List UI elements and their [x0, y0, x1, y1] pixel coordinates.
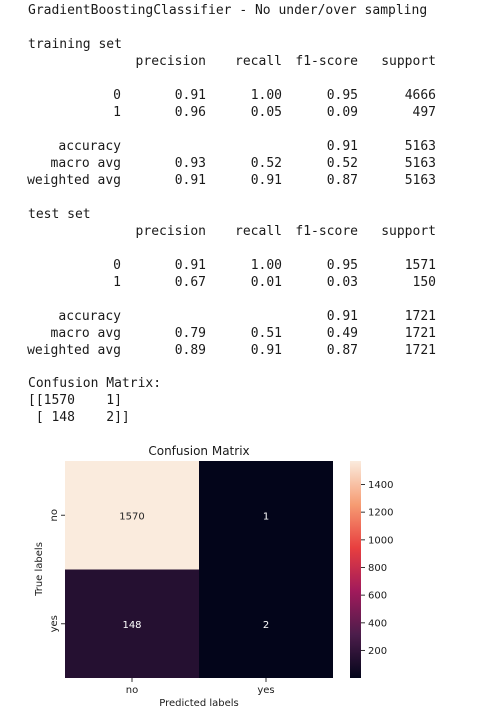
test-cell-f1: 0.95: [326, 258, 358, 273]
x-tick-label: no: [126, 685, 138, 696]
test-header-f1: f1-score: [295, 224, 358, 239]
test-cell-f1: 0.03: [326, 275, 358, 290]
test-cell-precision: 0.67: [174, 275, 206, 290]
colorbar: [350, 461, 361, 678]
training-cell-f1: 0.95: [326, 88, 358, 103]
training-row-label: 1: [113, 105, 121, 120]
training-header-f1: f1-score: [295, 54, 358, 69]
training-summary-f1: 0.91: [326, 139, 358, 154]
training-summary-label: weighted avg: [27, 173, 121, 188]
y-axis-label: True labels: [34, 542, 45, 597]
heatmap-cell-value: 1570: [119, 511, 144, 522]
colorbar-tick-label: 1200: [368, 508, 393, 519]
training-summary-label: macro avg: [50, 156, 121, 171]
training-cell-recall: 1.00: [250, 88, 282, 103]
training-summary-support: 5163: [404, 156, 436, 171]
test-header-recall: recall: [235, 224, 282, 239]
confusion-matrix-label: Confusion Matrix:: [28, 376, 162, 391]
test-summary-f1: 0.91: [326, 309, 358, 324]
colorbar-tick-label: 800: [368, 563, 387, 574]
test-summary-label: macro avg: [50, 326, 121, 341]
heatmap-cell: [65, 461, 199, 570]
test-summary-support: 1721: [404, 326, 436, 341]
training-summary-f1: 0.52: [326, 156, 358, 171]
colorbar-tick-label: 600: [368, 591, 387, 602]
test-cell-recall: 0.01: [250, 275, 282, 290]
training-cell-precision: 0.91: [174, 88, 206, 103]
test-summary-label: accuracy: [58, 309, 121, 324]
training-summary-support: 5163: [404, 173, 436, 188]
test-summary-f1: 0.49: [326, 326, 358, 341]
colorbar-tick-label: 400: [368, 618, 387, 629]
test-summary-support: 1721: [404, 309, 436, 324]
heatmap-cell-value: 1: [263, 511, 269, 522]
chart-title: Confusion Matrix: [148, 444, 249, 458]
test-cell-support: 1571: [404, 258, 436, 273]
y-tick-label: yes: [49, 615, 60, 632]
heatmap-cell-value: 2: [263, 620, 269, 631]
x-axis-label: Predicted labels: [159, 698, 239, 709]
heatmap-cell: [199, 569, 333, 678]
test-summary-recall: 0.51: [250, 326, 282, 341]
training-summary-recall: 0.52: [250, 156, 282, 171]
heatmap-cell: [65, 569, 199, 678]
training-summary-precision: 0.91: [174, 173, 206, 188]
test-set-label: test set: [28, 207, 91, 222]
heatmap-cell-value: 148: [122, 620, 141, 631]
test-summary-precision: 0.79: [174, 326, 206, 341]
training-summary-recall: 0.91: [250, 173, 282, 188]
training-summary-support: 5163: [404, 139, 436, 154]
training-header-recall: recall: [235, 54, 282, 69]
output-title: GradientBoostingClassifier - No under/ov…: [28, 3, 428, 18]
training-cell-precision: 0.96: [174, 105, 206, 120]
y-tick-label: no: [49, 509, 60, 521]
confusion-matrix-line-2: [ 148 2]]: [28, 410, 130, 425]
colorbar-tick-label: 1000: [368, 535, 393, 546]
test-summary-label: weighted avg: [27, 343, 121, 358]
training-cell-f1: 0.09: [326, 105, 358, 120]
training-cell-support: 497: [412, 105, 436, 120]
training-row-label: 0: [113, 88, 121, 103]
test-summary-precision: 0.89: [174, 343, 206, 358]
confusion-matrix-heatmap: Confusion Matrix 1570 1 148 2 no yes no yes P…: [34, 444, 393, 709]
training-summary-f1: 0.87: [326, 173, 358, 188]
test-cell-recall: 1.00: [250, 258, 282, 273]
test-summary-support: 1721: [404, 343, 436, 358]
training-cell-recall: 0.05: [250, 105, 282, 120]
test-cell-support: 150: [412, 275, 436, 290]
test-cell-precision: 0.91: [174, 258, 206, 273]
colorbar-tick-label: 200: [368, 646, 387, 657]
training-header-precision: precision: [135, 54, 206, 69]
test-summary-f1: 0.87: [326, 343, 358, 358]
heatmap-cell: [199, 461, 333, 570]
training-summary-precision: 0.93: [174, 156, 206, 171]
training-set-label: training set: [28, 37, 122, 52]
colorbar-tick-label: 1400: [368, 480, 393, 491]
test-header-support: support: [381, 224, 436, 239]
test-row-label: 1: [113, 275, 121, 290]
training-cell-support: 4666: [404, 88, 436, 103]
training-header-support: support: [381, 54, 436, 69]
test-header-precision: precision: [135, 224, 206, 239]
training-summary-label: accuracy: [58, 139, 121, 154]
test-row-label: 0: [113, 258, 121, 273]
x-tick-label: yes: [257, 685, 274, 696]
test-summary-recall: 0.91: [250, 343, 282, 358]
confusion-matrix-line-1: [[1570 1]: [28, 393, 122, 408]
